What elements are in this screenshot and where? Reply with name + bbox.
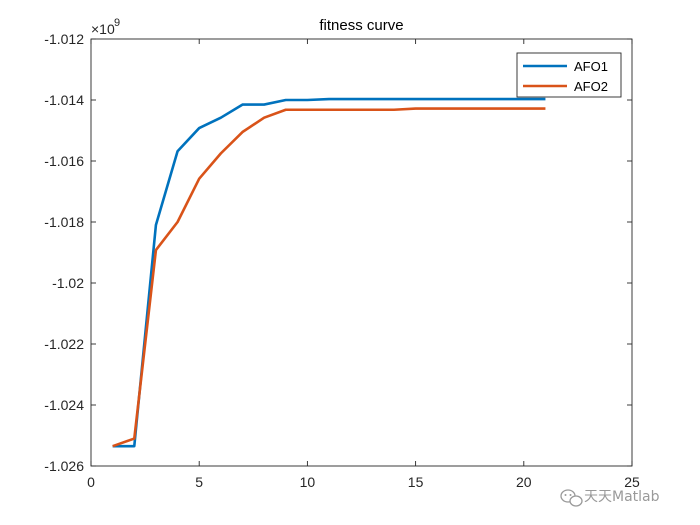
x-tick-label: 0 <box>87 474 95 490</box>
wechat-icon <box>560 489 583 507</box>
y-tick-label: -1.014 <box>44 92 84 108</box>
ticks-layer: 0 5 10 15 20 25 -1.012 -1.014 -1.016 -1.018 -1.02 -… <box>44 31 640 490</box>
legend-box <box>516 52 622 98</box>
plot-area <box>91 39 632 466</box>
y-tick-label: -1.024 <box>44 397 84 413</box>
legend-label-afo2: AFO2 <box>574 79 608 94</box>
watermark-text: 天天Matlab <box>584 489 660 505</box>
axes-box <box>90 38 633 467</box>
y-tick-label: -1.012 <box>44 31 84 47</box>
axes-layer <box>90 38 633 467</box>
legend-label-afo1: AFO1 <box>574 59 608 74</box>
y-tick-label: -1.02 <box>52 275 84 291</box>
watermark: 天天Matlab <box>560 489 660 507</box>
x-tick-label: 10 <box>300 474 316 490</box>
y-tick-label: -1.018 <box>44 214 84 230</box>
legend: AFO1 AFO2 <box>516 52 622 98</box>
y-exponent-base: ×10 <box>91 21 115 37</box>
y-tick-label: -1.016 <box>44 153 84 169</box>
x-tick-label: 25 <box>624 474 640 490</box>
y-tick-label: -1.022 <box>44 336 84 352</box>
y-axis-exponent: ×10 9 <box>91 17 120 37</box>
y-tick-label: -1.026 <box>44 458 84 474</box>
x-tick-label: 5 <box>195 474 203 490</box>
series-layer <box>112 97 546 448</box>
x-tick-label: 20 <box>516 474 532 490</box>
x-tick-label: 15 <box>408 474 424 490</box>
series-line-afo1 <box>112 97 546 448</box>
y-exponent-power: 9 <box>114 17 120 29</box>
series-line-afo2 <box>112 107 546 448</box>
chart-title: fitness curve <box>319 17 403 34</box>
